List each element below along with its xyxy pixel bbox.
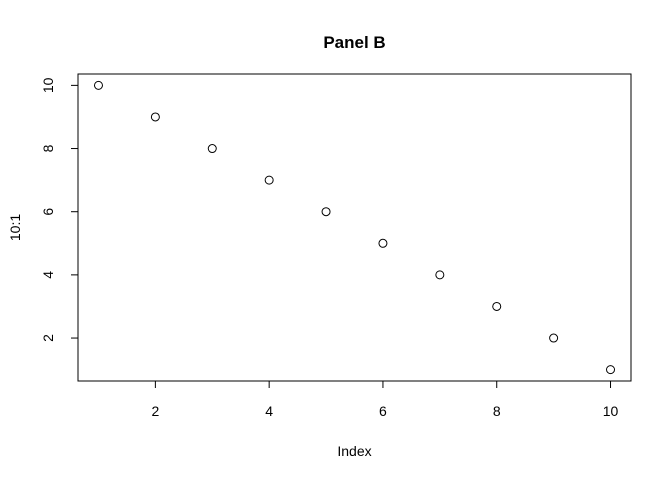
y-tick-label: 8	[40, 144, 56, 152]
y-tick-label: 4	[40, 271, 56, 279]
data-point	[435, 270, 445, 280]
data-points	[93, 80, 616, 375]
y-tick-label: 2	[40, 334, 56, 342]
x-axis: 2 4 6 8 10	[151, 380, 619, 419]
data-point	[492, 301, 502, 311]
y-axis: 2 4 6 8 10	[40, 77, 79, 342]
y-axis-label: 10:1	[7, 214, 23, 241]
x-tick-label: 4	[265, 403, 273, 419]
x-tick-label: 8	[493, 403, 501, 419]
x-tick-label: 6	[379, 403, 387, 419]
x-tick-label: 2	[151, 403, 159, 419]
y-tick-label: 6	[40, 208, 56, 216]
y-tick-label: 10	[40, 77, 56, 93]
data-point	[378, 238, 388, 248]
data-point	[549, 333, 559, 343]
data-point	[606, 365, 616, 375]
x-tick-label: 10	[603, 403, 619, 419]
data-point	[264, 175, 274, 185]
plot-box	[77, 73, 632, 382]
data-point	[207, 144, 217, 154]
x-axis-label: Index	[337, 443, 371, 459]
chart-title: Panel B	[323, 33, 385, 52]
data-point	[321, 207, 331, 217]
data-point	[93, 80, 103, 90]
data-point	[150, 112, 160, 122]
